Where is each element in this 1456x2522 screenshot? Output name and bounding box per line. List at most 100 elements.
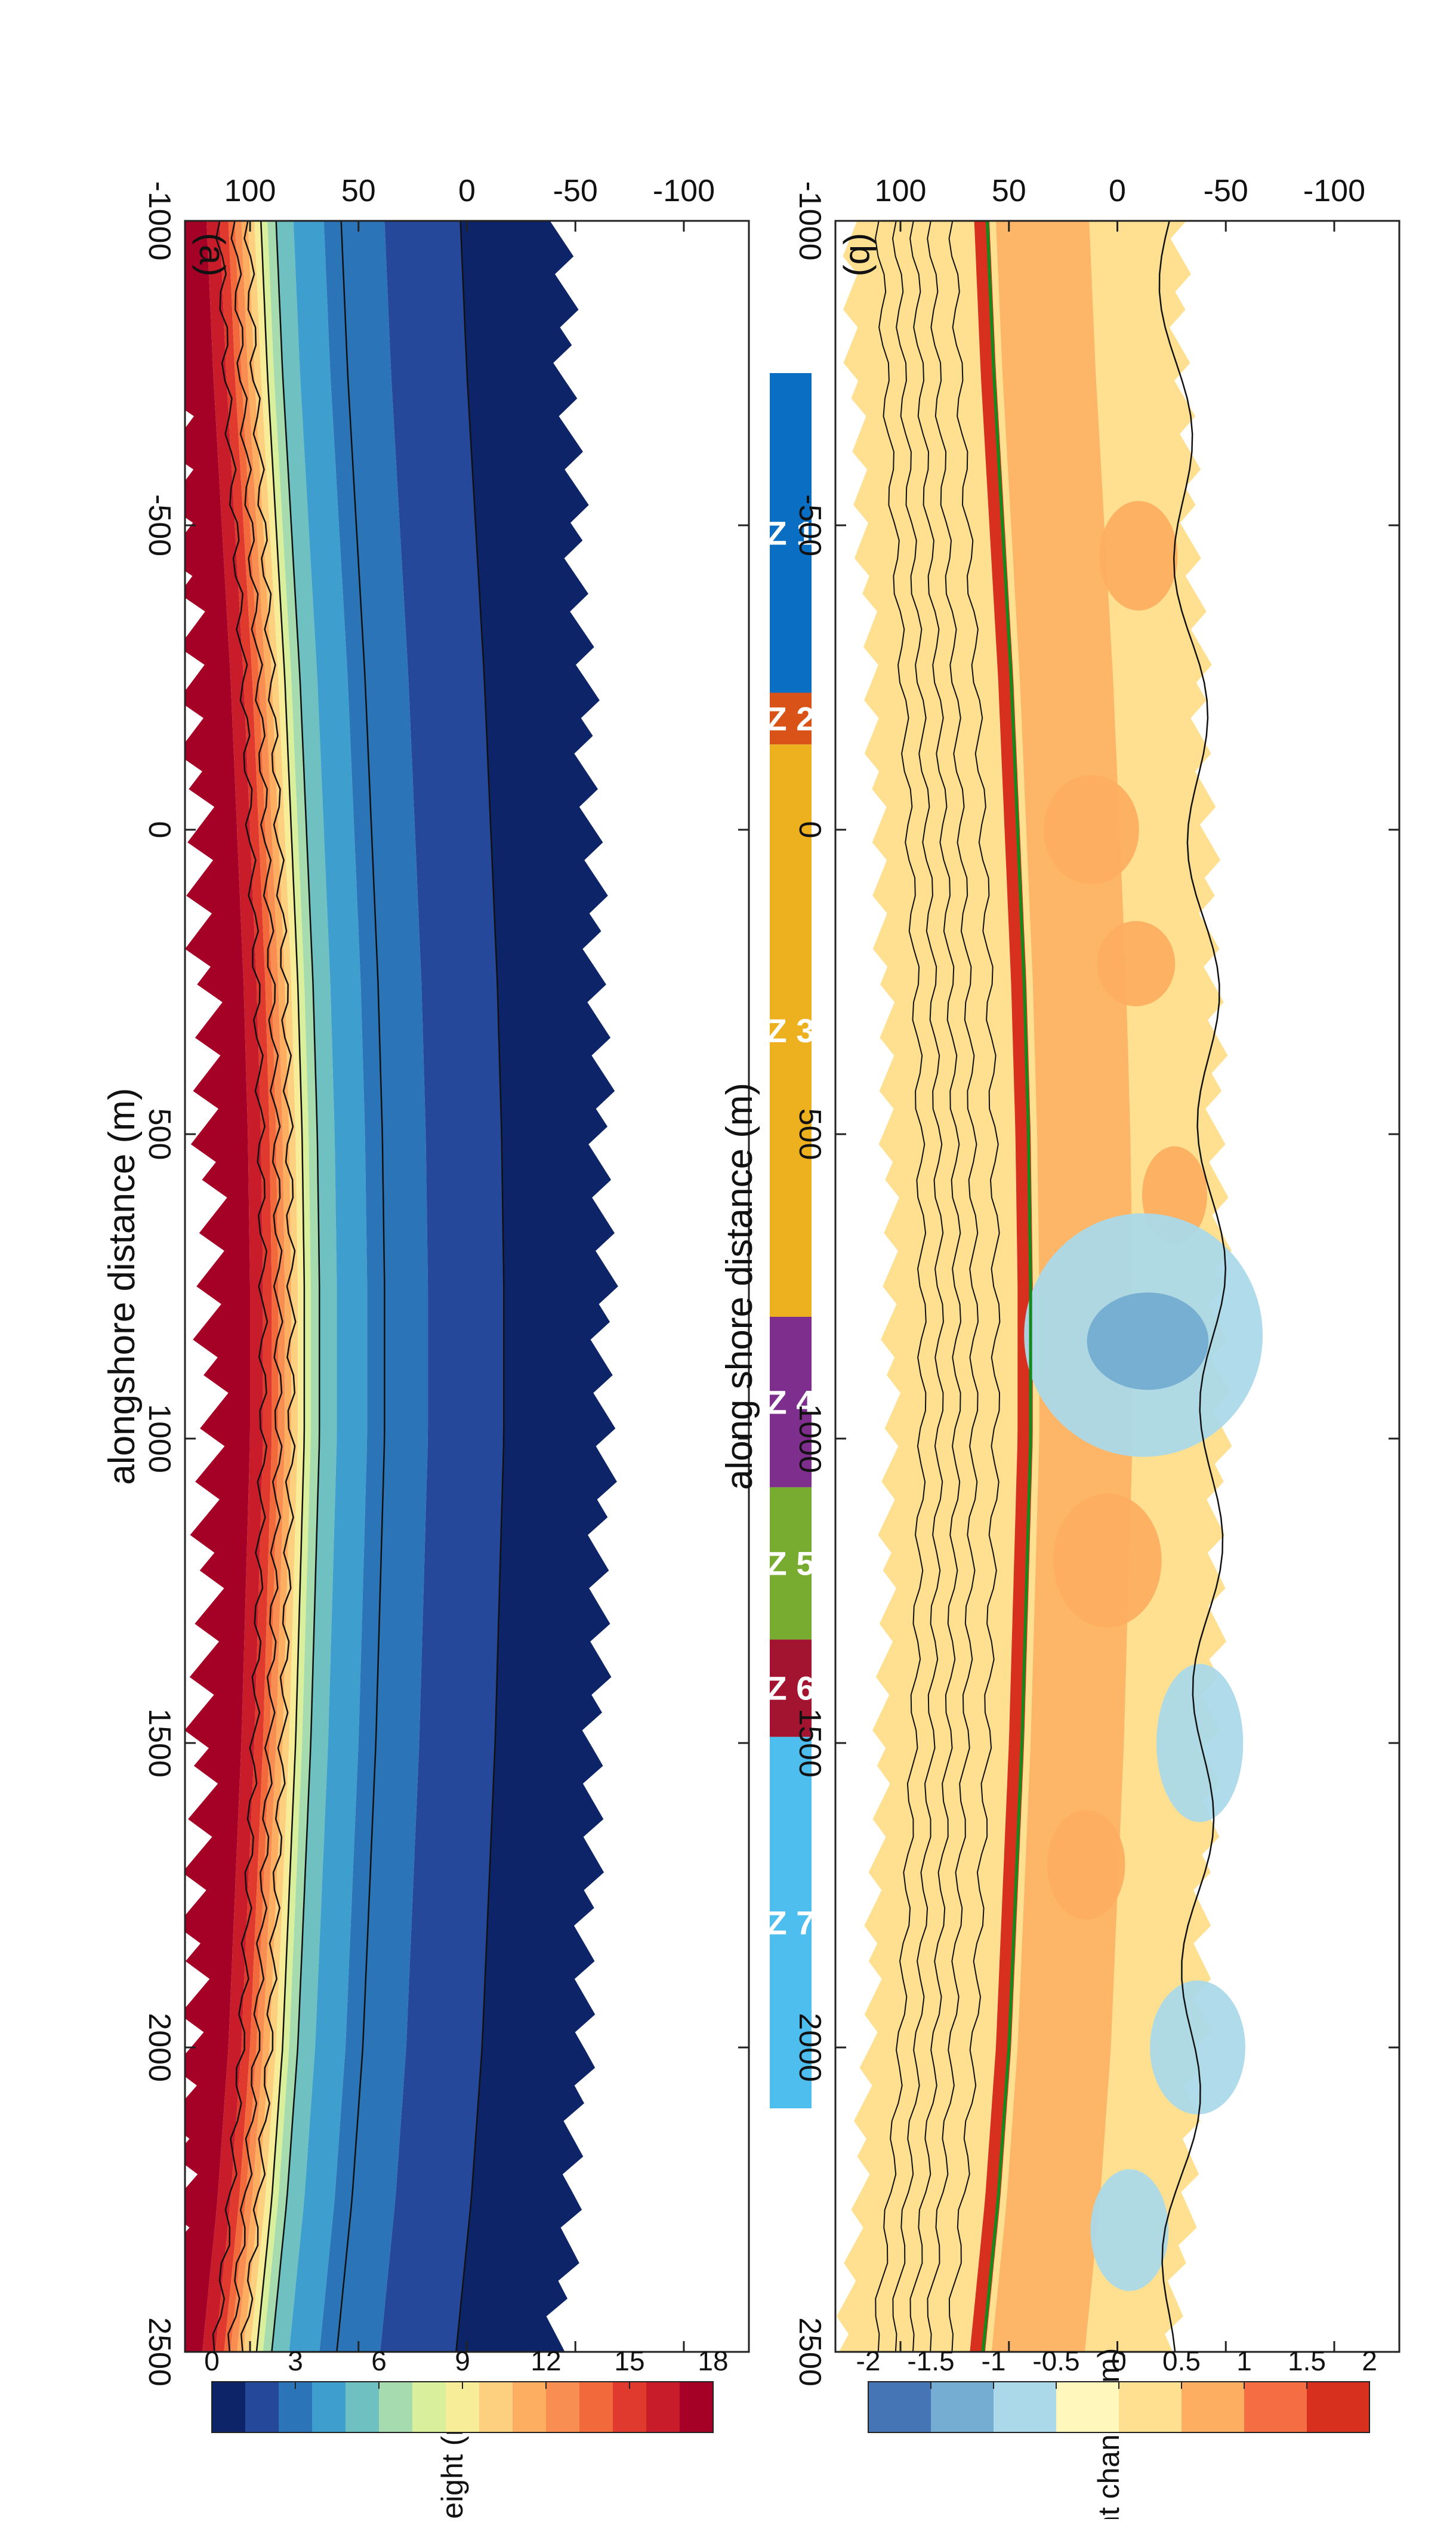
- height-band-9: [263, 221, 320, 2352]
- change-patch-1: [1097, 921, 1176, 1006]
- zone-label: Z 4: [767, 1383, 815, 1421]
- colorbar-tick-label: 2: [1362, 2345, 1377, 2376]
- y-tick-label: -50: [553, 174, 598, 208]
- change-patch-10: [1090, 2169, 1169, 2291]
- zone-bar: Z 1 Z 2 Z 3 Z 4 Z 5 Z 6 Z 7: [767, 373, 815, 2109]
- zone-label: Z 1: [767, 514, 815, 552]
- x-tick-label: 500: [792, 1108, 827, 1160]
- colorbar-swatch: [930, 2382, 994, 2432]
- y-tick-label: 50: [992, 174, 1026, 208]
- colorbar-swatch: [1118, 2382, 1182, 2432]
- x-tick-label: 2000: [792, 2013, 827, 2082]
- zone-7: [770, 1736, 812, 2109]
- colorbar-tick-label: 9: [455, 2345, 470, 2376]
- y-tick-label: 50: [341, 174, 376, 208]
- colorbar-swatch: [646, 2382, 680, 2432]
- x-tick-label: -1000: [142, 181, 177, 261]
- colorbar-swatch: [1306, 2382, 1369, 2432]
- x-tick-label: 500: [142, 1108, 177, 1160]
- change-contour-1: [892, 221, 944, 2352]
- colorbar-tick-label: -2: [856, 2345, 881, 2376]
- x-tick-label: 2500: [792, 2317, 827, 2386]
- colorbar-tick-label: 0: [204, 2345, 220, 2376]
- colorbar-tick-label: 0.5: [1162, 2345, 1201, 2376]
- x-tick-label: 2000: [142, 2013, 177, 2082]
- height-band-12: [319, 221, 428, 2352]
- colorbar-swatch: [378, 2382, 412, 2432]
- change-contour-0: [874, 221, 927, 2352]
- colorbar-swatch: [579, 2382, 613, 2432]
- colorbar-tick-label: -0.5: [1032, 2345, 1079, 2376]
- colorbar-tick-label: 6: [371, 2345, 387, 2376]
- colorbar-tick-label: 3: [288, 2345, 303, 2376]
- height-band-7: [250, 221, 304, 2352]
- colorbar-swatch: [479, 2382, 513, 2432]
- colorbar-swatch: [245, 2382, 279, 2432]
- panel-a-x-axis: -1000 -500 0 500 1000 1500 2000 2500: [142, 181, 749, 2386]
- x-tick-label: 0: [142, 821, 177, 839]
- height-band-8: [256, 221, 311, 2352]
- colorbar-height-change-title: height change (m): [1092, 2348, 1125, 2519]
- height-band-14: [456, 221, 618, 2352]
- zone-5: [770, 1487, 812, 1640]
- colorbar-swatch: [445, 2382, 479, 2432]
- colorbar-swatch: [211, 2382, 245, 2432]
- contour-line-4: [271, 221, 320, 2352]
- change-patch-3: [1053, 1493, 1162, 1628]
- change-patch-4: [1047, 1810, 1125, 1920]
- y-tick-label: 100: [224, 174, 276, 208]
- colorbar-swatch: [412, 2382, 446, 2432]
- panel-b-x-axis-title: along shore distance (m): [719, 1083, 760, 1490]
- y-tick-label: 100: [875, 174, 927, 208]
- panel-b-x-axis: -1000 -500 0 500 1000 1500 2000 2500: [792, 181, 1399, 2386]
- colorbar-swatch: [993, 2382, 1056, 2432]
- x-tick-label: 1500: [792, 1708, 827, 1778]
- height-band-6: [243, 221, 298, 2352]
- change-contour-4: [948, 221, 1001, 2352]
- change-patch-0: [1043, 775, 1139, 885]
- x-tick-label: -500: [142, 494, 177, 556]
- colorbar-swatch: [345, 2382, 379, 2432]
- panel-b-y-axis: 100 50 0 -50 -100: [875, 174, 1365, 2352]
- zone-4: [770, 1317, 812, 1488]
- colorbar-swatch: [1244, 2382, 1307, 2432]
- colorbar-tick-label: 1.5: [1288, 2345, 1326, 2376]
- zone-label: Z 5: [767, 1545, 815, 1582]
- colorbar-tick-label: 15: [614, 2345, 644, 2376]
- y-tick-label: -50: [1204, 174, 1248, 208]
- zone-3: [770, 744, 812, 1317]
- x-tick-label: 0: [792, 821, 827, 839]
- colorbar-swatch: [868, 2382, 931, 2432]
- x-tick-label: -1000: [792, 181, 827, 261]
- x-tick-label: -500: [792, 494, 827, 556]
- height-band-10: [272, 221, 337, 2352]
- colorbar-height-change: height change (m) 2 1.5 1 0.5 0 -0.5 -1 -1.5 -2: [856, 2345, 1377, 2522]
- y-tick-label: -100: [1303, 174, 1365, 208]
- contour-line-0: [212, 221, 269, 2352]
- height-band-13: [380, 221, 504, 2352]
- height-band-11: [289, 221, 368, 2352]
- colorbar-swatch: [612, 2382, 646, 2432]
- offshore-contour: [1158, 221, 1227, 2352]
- contour-line-3: [255, 221, 306, 2352]
- colorbar-swatch: [278, 2382, 312, 2432]
- zone-label: Z 3: [767, 1012, 815, 1049]
- colorbar-swatch: [545, 2382, 579, 2432]
- contour-line-5: [336, 221, 385, 2352]
- zone-6: [770, 1639, 812, 1737]
- contour-line-1: [227, 221, 283, 2352]
- x-tick-label: 2500: [142, 2317, 177, 2386]
- y-tick-label: -100: [653, 174, 715, 208]
- colorbar-swatch: [1181, 2382, 1244, 2432]
- y-tick-label: 0: [1109, 174, 1126, 208]
- colorbar-tick-label: -1: [982, 2345, 1006, 2376]
- change-patch-5: [1099, 501, 1178, 611]
- contour-line-2: [240, 221, 297, 2352]
- panel-a-y-axis: 100 50 0 -50 -100: [224, 174, 715, 2352]
- height-band-5: [237, 221, 292, 2352]
- colorbar-tick-label: 0: [1111, 2345, 1127, 2376]
- change-contour-2: [909, 221, 962, 2352]
- change-patch-7: [1087, 1292, 1209, 1390]
